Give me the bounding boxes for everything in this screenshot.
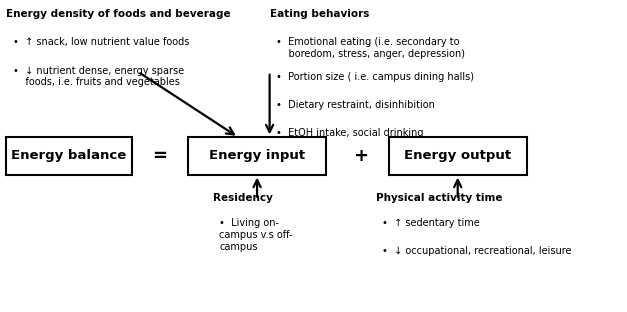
Text: •  Living on-
campus v.s off-
campus: • Living on- campus v.s off- campus <box>219 218 293 251</box>
FancyBboxPatch shape <box>6 137 132 175</box>
Text: =: = <box>152 147 167 165</box>
Text: Residency: Residency <box>213 193 273 203</box>
Text: •  Dietary restraint, disinhibition: • Dietary restraint, disinhibition <box>276 100 435 110</box>
Text: •  ↑ sedentary time: • ↑ sedentary time <box>382 218 480 228</box>
FancyBboxPatch shape <box>188 137 326 175</box>
FancyBboxPatch shape <box>389 137 527 175</box>
Text: Eating behaviors: Eating behaviors <box>270 9 369 19</box>
Text: Physical activity time: Physical activity time <box>376 193 503 203</box>
Text: Energy output: Energy output <box>404 149 511 163</box>
Text: •  ↓ nutrient dense, energy sparse
    foods, i.e. fruits and vegetables: • ↓ nutrient dense, energy sparse foods,… <box>13 66 184 87</box>
Text: •  EtOH intake, social drinking: • EtOH intake, social drinking <box>276 128 423 138</box>
Text: •  Portion size ( i.e. campus dining halls): • Portion size ( i.e. campus dining hall… <box>276 72 474 82</box>
Text: •  Emotional eating (i.e. secondary to
    boredom, stress, anger, depression): • Emotional eating (i.e. secondary to bo… <box>276 37 465 59</box>
Text: Energy density of foods and beverage: Energy density of foods and beverage <box>6 9 231 19</box>
Text: Energy balance: Energy balance <box>11 149 127 163</box>
Text: •  ↑ snack, low nutrient value foods: • ↑ snack, low nutrient value foods <box>13 37 189 47</box>
Text: +: + <box>353 147 368 165</box>
Text: Energy input: Energy input <box>209 149 305 163</box>
Text: •  ↓ occupational, recreational, leisure: • ↓ occupational, recreational, leisure <box>382 246 572 256</box>
